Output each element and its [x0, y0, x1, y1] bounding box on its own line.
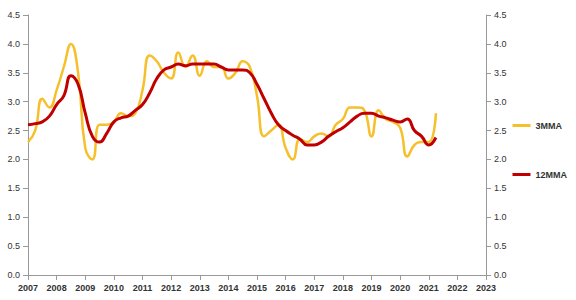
svg-text:0.0: 0.0	[7, 270, 20, 280]
svg-text:2022: 2022	[447, 283, 467, 293]
svg-text:4.5: 4.5	[494, 10, 507, 20]
svg-text:2016: 2016	[276, 283, 296, 293]
svg-text:1.5: 1.5	[494, 183, 507, 193]
svg-text:1.0: 1.0	[7, 212, 20, 222]
svg-text:4.0: 4.0	[7, 39, 20, 49]
svg-text:2020: 2020	[390, 283, 410, 293]
svg-text:2.0: 2.0	[494, 154, 507, 164]
svg-text:2015: 2015	[247, 283, 267, 293]
svg-text:2021: 2021	[419, 283, 439, 293]
svg-text:3.5: 3.5	[7, 68, 20, 78]
svg-text:2.0: 2.0	[7, 154, 20, 164]
svg-text:2010: 2010	[104, 283, 124, 293]
svg-text:2.5: 2.5	[494, 126, 507, 136]
svg-text:2009: 2009	[75, 283, 95, 293]
svg-text:4.5: 4.5	[7, 10, 20, 20]
svg-text:2011: 2011	[133, 283, 153, 293]
svg-text:0.5: 0.5	[7, 241, 20, 251]
svg-text:2019: 2019	[361, 283, 381, 293]
svg-text:3MMA: 3MMA	[535, 121, 562, 131]
svg-text:3.5: 3.5	[494, 68, 507, 78]
svg-text:2014: 2014	[218, 283, 238, 293]
svg-text:1.5: 1.5	[7, 183, 20, 193]
svg-text:3.0: 3.0	[7, 97, 20, 107]
svg-text:2007: 2007	[18, 283, 38, 293]
svg-text:12MMA: 12MMA	[535, 170, 567, 180]
svg-text:2013: 2013	[190, 283, 210, 293]
svg-text:0.5: 0.5	[494, 241, 507, 251]
svg-text:2012: 2012	[161, 283, 181, 293]
svg-text:2018: 2018	[333, 283, 353, 293]
svg-text:2017: 2017	[304, 283, 324, 293]
svg-text:1.0: 1.0	[494, 212, 507, 222]
svg-text:2023: 2023	[476, 283, 496, 293]
svg-text:4.0: 4.0	[494, 39, 507, 49]
svg-text:2.5: 2.5	[7, 126, 20, 136]
svg-text:0.0: 0.0	[494, 270, 507, 280]
svg-text:3.0: 3.0	[494, 97, 507, 107]
svg-text:2008: 2008	[47, 283, 67, 293]
